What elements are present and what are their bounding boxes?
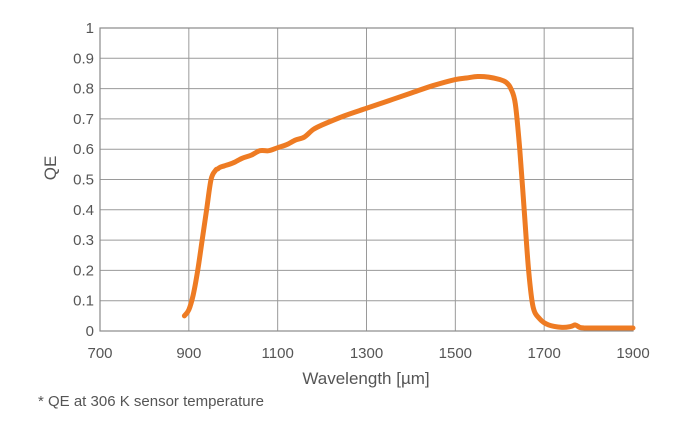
y-tick-label: 0.3 <box>73 232 94 249</box>
series-layer <box>181 73 636 331</box>
x-tick-label: 1300 <box>350 345 383 362</box>
y-tick-label: 0.8 <box>73 81 94 98</box>
y-tick-label: 0 <box>86 323 94 340</box>
y-axis-title: QE <box>41 156 60 181</box>
y-tick-label: 0.4 <box>73 202 94 219</box>
x-tick-label: 1700 <box>527 345 560 362</box>
footnote: * QE at 306 K sensor temperature <box>38 393 264 410</box>
x-tick-label: 1500 <box>439 345 472 362</box>
plot-border <box>99 27 634 332</box>
y-tick-label: 0.7 <box>73 111 94 128</box>
x-axis-title: Wavelength [µm] <box>302 369 429 388</box>
qe-series-line <box>181 73 636 331</box>
plot-area-border <box>99 27 634 332</box>
y-tick-label: 0.1 <box>73 293 94 310</box>
x-tick-label: 1100 <box>262 345 294 362</box>
x-tick-label: 900 <box>176 345 201 362</box>
y-tick-label: 0.5 <box>73 172 94 189</box>
x-axis-ticks: 700 900 1100 1300 1500 1700 1900 <box>87 345 649 362</box>
y-tick-label: 0.6 <box>73 141 94 158</box>
grid <box>99 27 634 332</box>
y-tick-label: 0.9 <box>73 50 94 67</box>
y-tick-label: 0.2 <box>73 262 94 279</box>
y-axis-ticks: 0 0.1 0.2 0.3 0.4 0.5 0.6 0.7 0.8 0.9 1 <box>73 20 94 340</box>
x-tick-label: 700 <box>87 345 112 362</box>
y-tick-label: 1 <box>86 20 94 37</box>
x-tick-label: 1900 <box>616 345 649 362</box>
